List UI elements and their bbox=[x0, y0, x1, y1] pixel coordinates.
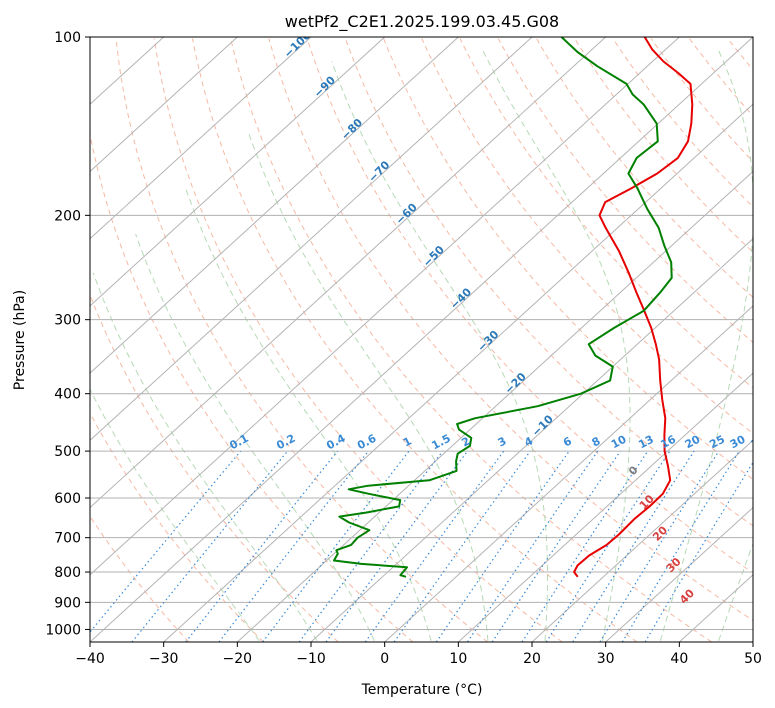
moist-adiabat bbox=[248, 132, 489, 641]
mixing-ratio-label: 30 bbox=[728, 433, 748, 452]
moist-adiabat bbox=[718, 542, 753, 641]
dry-adiabat bbox=[153, 38, 563, 642]
x-tick-label: −20 bbox=[223, 651, 253, 667]
mixing-ratio-label: 20 bbox=[683, 432, 703, 451]
dry-adiabat bbox=[268, 38, 753, 622]
isotherm bbox=[90, 37, 238, 173]
isotherm bbox=[457, 372, 753, 642]
plot-area: −100−90−80−70−60−50−40−30−20−10 0.1 0.2 0.… bbox=[90, 37, 769, 642]
dry-adiabat bbox=[192, 38, 638, 642]
plot-frame bbox=[89, 36, 754, 643]
mixing-ratio-label: 16 bbox=[658, 433, 678, 452]
isotherm bbox=[90, 37, 680, 576]
mixing-ratio-label: 10 bbox=[609, 432, 629, 451]
mixing-ratio-line bbox=[545, 450, 671, 642]
moist-adiabats bbox=[90, 49, 753, 642]
y-tick-label: 100 bbox=[54, 30, 81, 46]
moist-adiabat bbox=[90, 388, 260, 642]
mixing-ratio-line bbox=[131, 450, 289, 642]
moist-adiabat bbox=[660, 49, 753, 641]
dry-adiabat bbox=[497, 38, 753, 344]
dry-adiabat bbox=[383, 38, 753, 481]
dry-adiabat bbox=[574, 38, 753, 253]
y-tick-label: 1000 bbox=[45, 622, 81, 638]
profile-series bbox=[333, 37, 694, 578]
dry-adiabat bbox=[459, 38, 753, 389]
x-tick-label: −10 bbox=[296, 651, 326, 667]
x-tick-label: 20 bbox=[523, 651, 541, 667]
isotherm bbox=[531, 439, 753, 642]
mixing-ratio-line bbox=[644, 461, 753, 642]
mixing-ratio-line bbox=[466, 450, 599, 642]
y-tick-label: 700 bbox=[54, 531, 81, 547]
isotherm bbox=[90, 37, 386, 307]
y-tick-label: 300 bbox=[54, 313, 81, 329]
y-tick-label: 600 bbox=[54, 491, 81, 507]
x-tick-label: 50 bbox=[744, 651, 762, 667]
y-tick-label: 500 bbox=[54, 444, 81, 460]
x-tick-label: 0 bbox=[380, 651, 389, 667]
isotherm bbox=[90, 37, 533, 442]
x-tick-label: 30 bbox=[597, 651, 615, 667]
y-axis-label: Pressure (hPa) bbox=[12, 290, 28, 390]
isotherm bbox=[310, 237, 753, 642]
moist-adiabat bbox=[92, 272, 318, 642]
isotherm bbox=[163, 103, 753, 642]
isotherm bbox=[90, 37, 312, 240]
dry-adiabat bbox=[90, 515, 190, 642]
mixing-ratio-line bbox=[491, 450, 621, 642]
mixing-ratio-label: 25 bbox=[707, 433, 727, 452]
isotherm bbox=[236, 170, 753, 642]
mixing-ratio-line bbox=[572, 450, 695, 642]
mixing-ratio-label: 36 bbox=[749, 433, 769, 452]
isotherm bbox=[384, 305, 753, 642]
dewpoint-profile-line bbox=[333, 37, 673, 578]
x-tick-label: −30 bbox=[149, 651, 179, 667]
dry-adiabats bbox=[90, 38, 753, 642]
dry-adiabat bbox=[90, 293, 339, 642]
dry-adiabat bbox=[90, 131, 414, 642]
isotherms bbox=[90, 37, 753, 642]
isotherm bbox=[90, 37, 607, 509]
dry-adiabat bbox=[230, 38, 712, 642]
y-axis: 100 200 300 400 500 600 700 800 900 1000 bbox=[45, 30, 90, 638]
isotherm bbox=[605, 506, 753, 642]
isotherm bbox=[90, 37, 459, 374]
y-tick-label: 800 bbox=[54, 565, 81, 581]
mixing-ratio-line bbox=[435, 450, 570, 642]
isotherm bbox=[90, 37, 753, 642]
x-axis: −40 −30 −20 −10 0 10 20 30 40 50 bbox=[75, 642, 762, 667]
y-tick-label: 200 bbox=[54, 208, 81, 224]
x-tick-label: −40 bbox=[75, 651, 105, 667]
mixing-ratio-line bbox=[521, 450, 649, 642]
moist-adiabat bbox=[331, 61, 548, 641]
x-tick-label: 40 bbox=[670, 651, 688, 667]
y-tick-label: 400 bbox=[54, 387, 81, 403]
dry-adiabat bbox=[344, 38, 753, 527]
mixing-ratio-line bbox=[393, 450, 531, 642]
chart-title: wetPf2_C2E1.2025.199.03.45.G08 bbox=[285, 12, 559, 32]
mixing-ratio-line bbox=[621, 450, 740, 642]
moist-adiabat bbox=[135, 233, 375, 641]
temperature-profile-line bbox=[573, 37, 694, 578]
dry-adiabat bbox=[536, 38, 753, 298]
dry-adiabat bbox=[115, 38, 488, 642]
moist-adiabat bbox=[481, 49, 631, 641]
mixing-ratio-label: 13 bbox=[636, 433, 656, 452]
dry-adiabat bbox=[306, 38, 753, 574]
x-tick-label: 10 bbox=[449, 651, 467, 667]
mixing-ratio-line bbox=[599, 450, 720, 642]
mixing-ratio-line bbox=[185, 450, 339, 642]
y-tick-label: 900 bbox=[54, 595, 81, 611]
x-axis-label: Temperature (°C) bbox=[361, 682, 483, 698]
